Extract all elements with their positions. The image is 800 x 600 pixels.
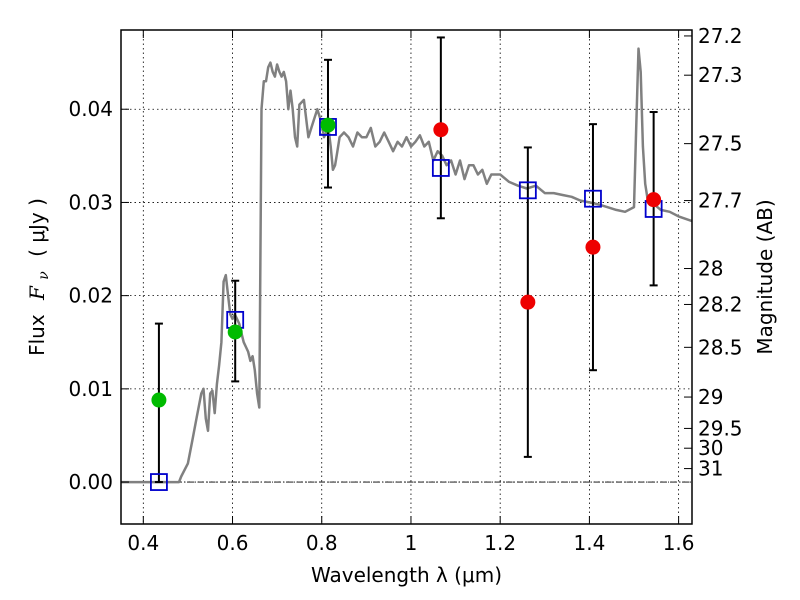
axis-ticks [121,30,692,524]
y-tick-label: 0.03 [68,190,113,214]
y-axis-label-prefix: Flux [25,314,49,356]
plot-frame [120,29,693,525]
x-tick-labels: 0.4 0.6 0.8 1 1.2 1.4 1.6 [127,531,694,555]
y-axis-label-unit: ( μJy ) [25,198,49,257]
photometry-circle-marker [151,392,167,408]
magnitude-tick-label: 28.2 [698,292,743,316]
spectrum-line [121,47,693,484]
error-bars [154,36,658,484]
photometry-circle-marker [520,294,536,310]
magnitude-tick-label: 29 [698,385,723,409]
x-tick-label: 0.6 [217,531,249,555]
photometry-circle-marker [585,239,601,255]
x-tick-label: 1.2 [484,531,516,555]
x-tick-label: 0.4 [127,531,159,555]
magnitude-tick-label: 31 [698,457,723,481]
y-axis-label-symbol: F [25,285,49,301]
y-tick-label: 0.04 [68,97,113,121]
grid-lines [121,30,692,524]
y-axis-label-subscript: ν [36,271,52,280]
y-tick-label: 0.02 [68,284,113,308]
x-tick-label: 1.6 [663,531,695,555]
magnitude-tick-label: 28 [698,257,723,281]
magnitude-tick-label: 27.3 [698,63,743,87]
y-tick-labels: 0.00 0.01 0.02 0.03 0.04 [68,97,113,494]
x-tick-label: 0.8 [306,531,338,555]
x-axis-label: Wavelength λ (μm) [311,563,502,587]
y-tick-label: 0.01 [68,377,113,401]
photometry-square-marker [150,473,168,491]
x-tick-label: 1.4 [573,531,605,555]
photometry-markers [150,117,663,491]
photometry-square-marker [431,159,450,177]
magnitude-tick-label: 30 [698,436,723,460]
photometry-square-marker [518,181,537,200]
photometry-circle-marker [227,324,243,340]
photometry-circle-marker [646,192,662,208]
y-axis-label: Flux F ν ( μJy ) [25,198,53,356]
x-tick-label: 1 [405,531,418,555]
photometry-square-marker [584,189,602,208]
photometry-circle-marker [320,117,336,133]
magnitude-axis-label: Magnitude (AB) [753,199,777,354]
magnitude-tick-label: 29.5 [698,416,743,440]
magnitude-tick-label: 27.5 [698,132,743,156]
magnitude-tick-label: 27.2 [698,24,743,48]
magnitude-tick-label: 28.5 [698,335,743,359]
model-spectrum [121,47,693,484]
y-tick-label: 0.00 [68,470,113,494]
photometry-circle-marker [433,122,449,138]
magnitude-tick-label: 27.7 [698,189,743,213]
